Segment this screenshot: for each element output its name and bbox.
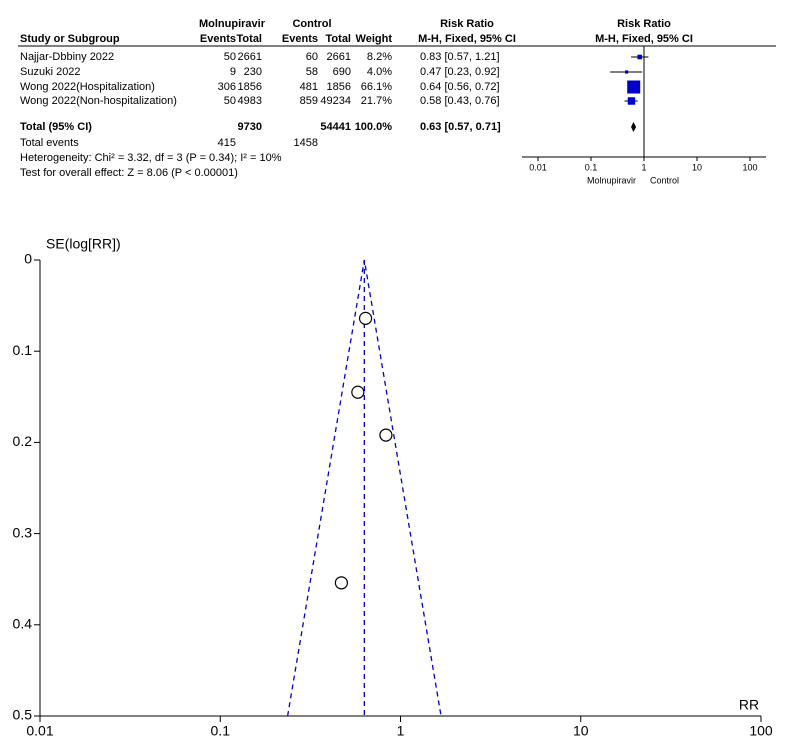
cell: 66.1% [361,81,392,93]
total-events: 415 [218,137,236,149]
cell: 0.64 [0.56, 0.72] [420,81,500,93]
favours-label: Control [650,175,679,185]
total-cell: 100.0% [355,121,393,133]
cell: 21.7% [361,95,392,107]
total-events: 1458 [294,137,318,149]
x-tick-label: 10 [573,723,589,739]
y-tick-label: 0 [24,251,32,267]
favours-label: Molnupiravir [587,175,636,185]
y-tick-label: 0.2 [13,433,33,449]
cell: 2661 [327,51,351,63]
column-header: Study or Subgroup [20,33,120,45]
column-header: Total [237,33,262,45]
plot-header: Risk Ratio [617,18,671,30]
rr-header: M-H, Fixed, 95% CI [418,33,516,45]
y-axis-label: SE(log[RR]) [46,236,121,252]
tick-label: 100 [742,162,757,172]
group-header: Molnupiravir [199,18,266,30]
cell: 4983 [238,95,262,107]
cell: 0.58 [0.43, 0.76] [420,95,500,107]
x-tick-label: 0.01 [26,723,53,739]
cell: 306 [218,81,236,93]
note: Heterogeneity: Chi² = 3.32, df = 3 (P = … [20,152,282,164]
weight-square [627,97,636,105]
column-header: Total [326,33,351,45]
cell: 58 [306,66,318,78]
y-tick-label: 0.4 [13,616,33,632]
total-cell: 0.63 [0.57, 0.71] [420,121,501,133]
study-point [334,576,348,590]
column-header: Weight [356,33,393,45]
cell: 690 [333,66,351,78]
x-tick-label: 1 [397,723,405,739]
x-tick-label: 0.1 [211,723,231,739]
cell: 9 [230,66,236,78]
group-header: Control [292,18,331,30]
total-cell: Total (95% CI) [20,121,92,133]
tick-label: 0.1 [585,162,598,172]
cell: 8.2% [367,51,392,63]
tick-label: 0.01 [529,162,547,172]
cell: 49234 [320,95,351,107]
cell: 859 [300,95,318,107]
cell: 50 [224,95,236,107]
rr-header: Risk Ratio [440,18,494,30]
tick-label: 1 [641,162,646,172]
cell: 0.47 [0.23, 0.92] [420,66,500,78]
cell: 481 [300,81,318,93]
cell: 1856 [327,81,351,93]
plot-header: M-H, Fixed, 95% CI [595,33,693,45]
cell: Suzuki 2022 [20,66,81,78]
weight-square [637,54,643,60]
funnel-limits [286,259,442,717]
study-point [351,385,365,399]
tick-label: 10 [692,162,702,172]
cell: Najjar-Dbbiny 2022 [20,51,114,63]
y-tick-label: 0.3 [13,524,33,540]
weight-square [625,70,629,74]
cell: 60 [306,51,318,63]
study-point [358,311,373,325]
cell: 4.0% [367,66,392,78]
column-header: Events [282,33,318,45]
cell: 1856 [238,81,262,93]
y-tick-label: 0.1 [13,342,33,358]
study-point [379,428,393,442]
note: Test for overall effect: Z = 8.06 (P < 0… [20,167,238,179]
x-axis-label: RR [739,697,759,713]
cell: 2661 [238,51,262,63]
cell: Wong 2022(Hospitalization) [20,81,155,93]
cell: Wong 2022(Non-hospitalization) [20,95,177,107]
pooled-diamond [631,122,637,132]
total-cell: 54441 [320,121,351,133]
cell: 0.83 [0.57, 1.21] [420,51,500,63]
cell: 230 [244,66,262,78]
x-tick-label: 100 [749,723,773,739]
total-events: Total events [20,137,79,149]
column-header: Events [200,33,236,45]
y-tick-label: 0.5 [13,707,33,723]
total-cell: 9730 [238,121,262,133]
cell: 50 [224,51,236,63]
weight-square [627,80,641,94]
